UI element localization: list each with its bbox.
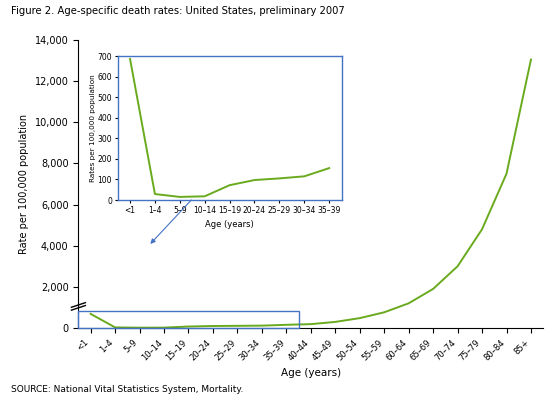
X-axis label: Age (years): Age (years) <box>205 220 254 229</box>
Y-axis label: Rate per 100,000 population: Rate per 100,000 population <box>19 114 29 254</box>
X-axis label: Age (years): Age (years) <box>281 368 341 378</box>
Bar <box>78 311 298 328</box>
Text: SOURCE: National Vital Statistics System, Mortality.: SOURCE: National Vital Statistics System… <box>11 385 244 394</box>
Text: Figure 2. Age-specific death rates: United States, preliminary 2007: Figure 2. Age-specific death rates: Unit… <box>11 6 345 16</box>
Y-axis label: Rates per 100,000 population: Rates per 100,000 population <box>90 74 96 182</box>
